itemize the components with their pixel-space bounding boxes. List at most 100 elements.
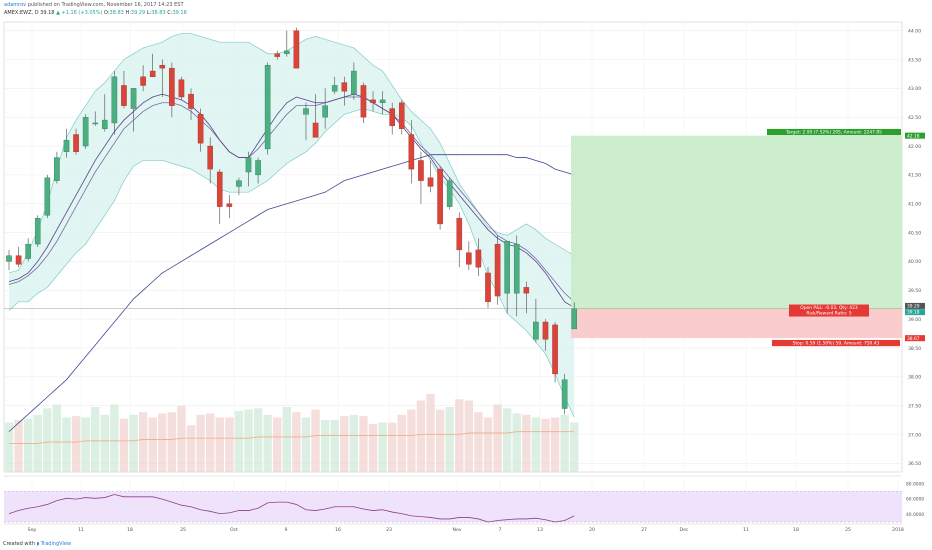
entry-price-tag-b-bg [905,309,925,316]
ohlc-low: 38.83 [151,10,166,16]
candle-body [54,157,60,181]
volume-bar [273,417,282,472]
x-tick-label: Oct [230,527,238,533]
y-tick-label: 40.00 [908,259,921,265]
volume-bar [43,408,52,472]
x-tick-label: 25 [845,527,851,533]
volume-bar [464,400,474,472]
candle-body [92,122,99,125]
volume-bar [570,422,579,472]
ohlc-close: 39.18 [172,10,187,16]
volume-bar [196,414,205,472]
candle-body [188,93,194,109]
volume-bar [205,413,215,472]
volume-bar [330,420,339,472]
footer-brand[interactable]: TradingView [40,541,72,547]
volume-bar [474,412,483,472]
volume-bar [493,404,502,472]
rsi-line [8,494,575,523]
footer: Created with ◗ TradingView [3,541,71,547]
y-tick-label: 42.00 [908,144,921,150]
ohlc-open-label: O: [104,10,110,16]
candle-body [418,160,424,181]
candle-body [494,243,501,297]
candle-body [312,122,319,138]
volume-bar [301,417,311,472]
volume-bar [244,409,253,472]
candle-body [264,65,271,150]
volume-bar [311,409,320,472]
x-tick-label: Nov [453,527,462,533]
volume-bar [148,417,157,472]
candle-body [341,82,348,92]
candle-body [44,177,51,216]
candle-body [322,105,328,118]
y-tick-label: 41.50 [908,173,921,179]
candle-body [149,70,156,78]
candle-body [15,255,22,265]
candle-body [82,116,89,147]
target-price-tag-bg [905,132,925,139]
tradingview-logo-icon: ◗ [36,541,40,547]
time-axis[interactable]: Sep 11 18 25 Oct 9 16 23 Nov 7 13 20 27 Dec 11 18 25 2018 [4,523,904,533]
volume-bar [52,404,62,472]
volume-bar [340,416,349,472]
stop-price-tag-bg [905,335,925,342]
volume-bar [445,407,454,472]
y-tick-label: 42.50 [908,115,921,121]
last-price: 39.18 [40,10,55,16]
volume-bar [263,414,272,472]
candle-body [274,53,281,57]
y-tick-label: 38.00 [908,375,921,381]
volume-bar [483,417,493,472]
entry-price-tag-b: 39.18 [907,310,920,316]
volume-bar [253,408,263,472]
entry-price-tag-a-bg [905,302,925,309]
volume-bar [23,418,33,472]
candle-body [197,114,204,144]
x-tick-label: 25 [180,527,186,533]
volume-bar [138,412,148,472]
candle-body [523,287,530,294]
x-tick-label: Sep [28,527,37,533]
candle-body [379,99,386,103]
candle-body [475,249,482,268]
candle-body [437,168,443,225]
target-zone [571,135,902,309]
candle-body [236,180,242,187]
y-tick-label: 38.50 [908,346,921,352]
y-tick-label: 39.00 [908,317,921,323]
long-position-tool[interactable] [4,135,902,339]
candle-body [389,108,396,127]
x-tick-label: 18 [793,527,799,533]
volume-bar [541,418,550,472]
volume-bar [416,400,426,472]
candle-body [571,308,578,330]
candle-body [284,50,290,54]
candle-body [360,85,367,118]
volume-bar [359,416,368,472]
volume-bar [560,414,569,472]
volume-bar [4,422,14,472]
y-tick-label: 37.00 [908,432,921,438]
volume-bar [100,414,109,472]
rsi-tick-label: 80.0000 [906,481,924,487]
candle-body [6,255,12,262]
volume-bar [502,408,512,472]
x-tick-label: 2018 [892,527,904,533]
price-axis[interactable]: 44.00 43.50 43.00 42.50 42.00 41.50 41.00 40.50… [905,28,925,467]
x-tick-label: 18 [127,527,133,533]
candle-body [398,102,405,129]
volume-bar [14,420,23,472]
volume-bar [81,417,90,472]
author-link[interactable]: adamrov [4,2,27,8]
candle-body [561,379,568,409]
candle-body [456,217,463,251]
rsi-pane: 80.0000 60.0000 40.0000 [4,475,924,523]
volume-bar [110,404,119,472]
candle-body [513,243,520,294]
volume-bar [550,417,560,472]
rsi-tick-label: 60.0000 [906,497,924,503]
